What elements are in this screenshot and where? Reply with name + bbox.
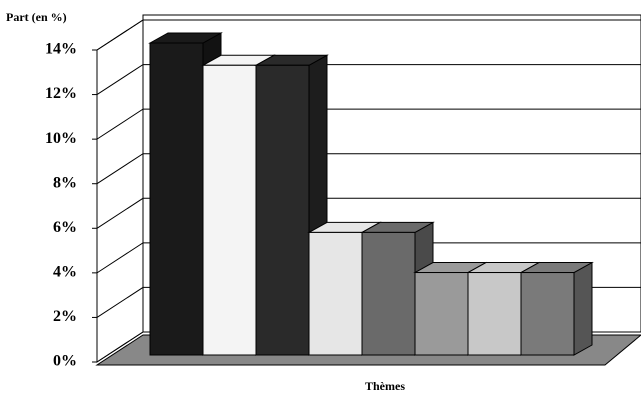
y-tick-label: 4% bbox=[53, 264, 77, 281]
y-tick-label: 0% bbox=[53, 353, 77, 370]
grid-line bbox=[96, 19, 641, 51]
grid-line bbox=[96, 242, 641, 274]
y-tick-label: 2% bbox=[53, 308, 77, 325]
bar bbox=[202, 64, 257, 356]
y-tick-label: 6% bbox=[53, 219, 77, 236]
side-wall bbox=[96, 19, 144, 363]
bar bbox=[361, 231, 416, 356]
x-axis-label: Thèmes bbox=[365, 379, 405, 393]
grid-line bbox=[96, 197, 641, 229]
y-tick-label: 14% bbox=[45, 41, 77, 58]
bar bbox=[414, 272, 469, 356]
bar bbox=[255, 64, 310, 356]
grid-line bbox=[96, 153, 641, 185]
y-tick-label: 12% bbox=[45, 85, 77, 102]
y-axis-label: Part (en %) bbox=[6, 10, 67, 24]
bar bbox=[308, 231, 363, 356]
grid-line bbox=[96, 108, 641, 140]
bar bbox=[467, 272, 522, 356]
grid-line bbox=[96, 64, 641, 95]
bar-side bbox=[573, 261, 593, 356]
bar bbox=[149, 42, 204, 356]
bar bbox=[520, 272, 575, 356]
y-tick-label: 8% bbox=[53, 174, 77, 191]
y-tick-label: 10% bbox=[45, 130, 77, 147]
